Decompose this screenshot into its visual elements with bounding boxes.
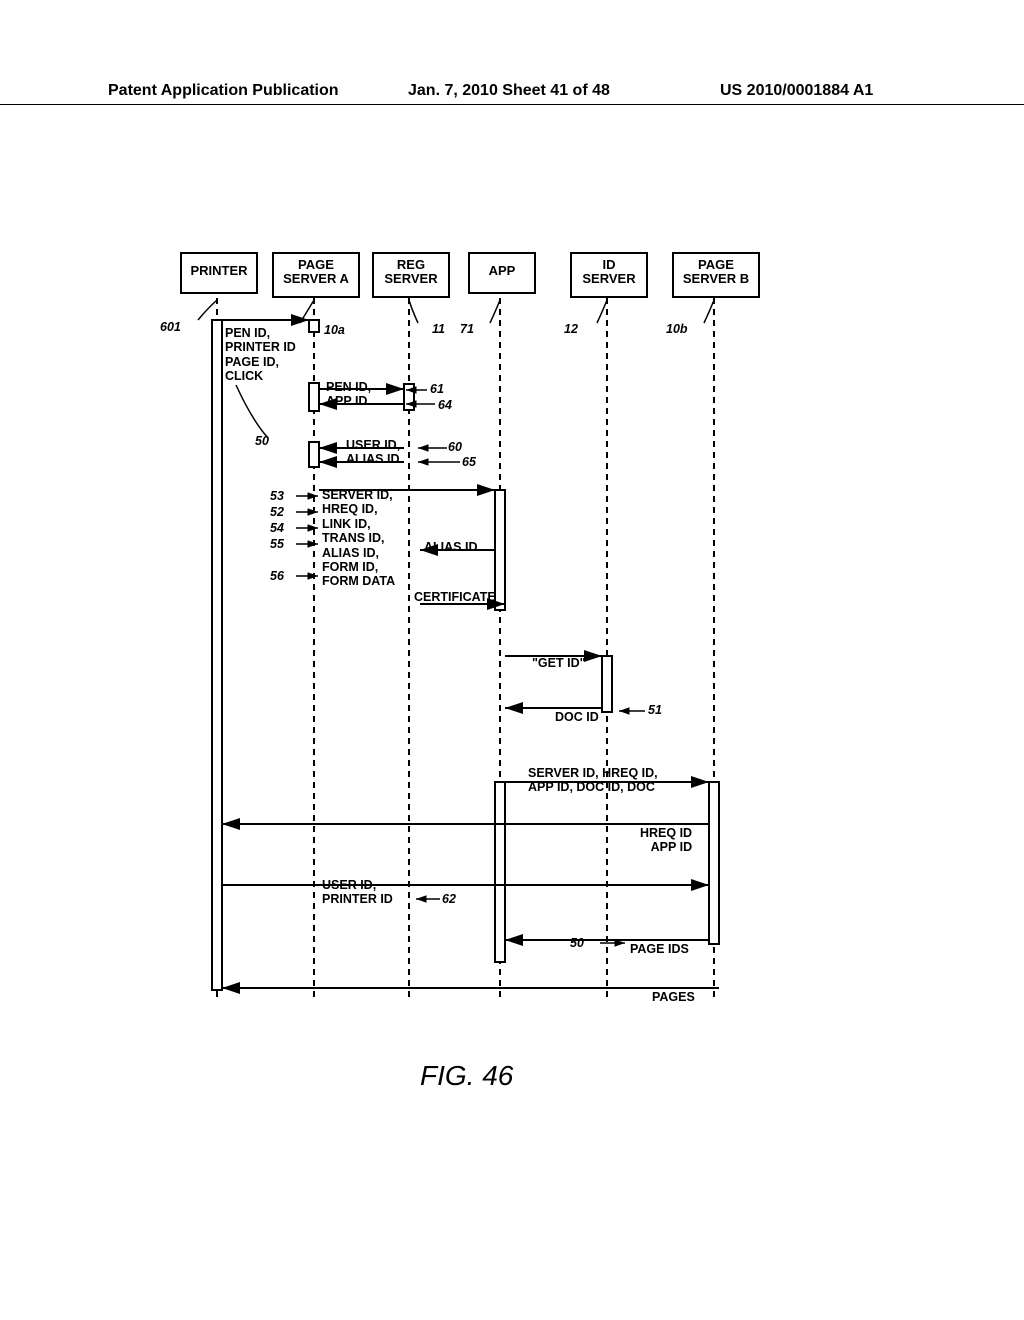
- participant-page-a-label: PAGE SERVER A: [283, 257, 349, 286]
- msg-aliasid: ALIAS ID: [424, 540, 477, 554]
- participant-page-server-a: PAGE SERVER A: [272, 252, 360, 298]
- msg-userid-aliasid: USER ID, ALIAS ID: [346, 438, 400, 467]
- participant-reg-server: REG SERVER: [372, 252, 450, 298]
- ref-50a: 50: [255, 434, 269, 448]
- figure-caption: FIG. 46: [420, 1060, 513, 1092]
- ref-60: 60: [448, 440, 462, 454]
- ref-601: 601: [160, 320, 181, 334]
- participant-page-server-b: PAGE SERVER B: [672, 252, 760, 298]
- ref-62: 62: [442, 892, 456, 906]
- participant-app-label: APP: [489, 263, 516, 278]
- ref-10a: 10a: [324, 323, 345, 337]
- sequence-diagram: [0, 0, 1024, 1320]
- msg-pageids: PAGE IDS: [630, 942, 689, 956]
- msg-block: SERVER ID, HREQ ID, LINK ID, TRANS ID, A…: [322, 488, 395, 589]
- participant-id-label: ID SERVER: [582, 257, 635, 286]
- participant-reg-label: REG SERVER: [384, 257, 437, 286]
- ref-65: 65: [462, 455, 476, 469]
- msg-hreq-app: HREQ ID APP ID: [640, 826, 692, 855]
- participant-app: APP: [468, 252, 536, 294]
- msg-penid-appid: PEN ID, APP ID: [326, 380, 371, 409]
- ref-10b: 10b: [666, 322, 688, 336]
- page: Patent Application Publication Jan. 7, 2…: [0, 0, 1024, 1320]
- msg-certificate: CERTIFICATE: [414, 590, 496, 604]
- ref-51: 51: [648, 703, 662, 717]
- msg-pages: PAGES: [652, 990, 695, 1004]
- ref-61: 61: [430, 382, 444, 396]
- ref-56: 56: [270, 569, 284, 583]
- msg-getid: "GET ID": [532, 656, 586, 670]
- ref-12: 12: [564, 322, 578, 336]
- participant-printer-label: PRINTER: [190, 263, 247, 278]
- ref-53: 53: [270, 489, 284, 503]
- msg-user-printer: USER ID, PRINTER ID: [322, 878, 393, 907]
- msg-server-hreq: SERVER ID, HREQ ID, APP ID, DOC ID, DOC: [528, 766, 658, 795]
- ref-52: 52: [270, 505, 284, 519]
- participant-page-b-label: PAGE SERVER B: [683, 257, 749, 286]
- ref-71: 71: [460, 322, 474, 336]
- ref-11: 11: [432, 322, 445, 336]
- ref-64: 64: [438, 398, 452, 412]
- ref-50b: 50: [570, 936, 584, 950]
- ref-54: 54: [270, 521, 284, 535]
- ref-55: 55: [270, 537, 284, 551]
- msg-docid: DOC ID: [555, 710, 599, 724]
- msg-click: PEN ID, PRINTER ID PAGE ID, CLICK: [225, 326, 296, 384]
- participant-id-server: ID SERVER: [570, 252, 648, 298]
- participant-printer: PRINTER: [180, 252, 258, 294]
